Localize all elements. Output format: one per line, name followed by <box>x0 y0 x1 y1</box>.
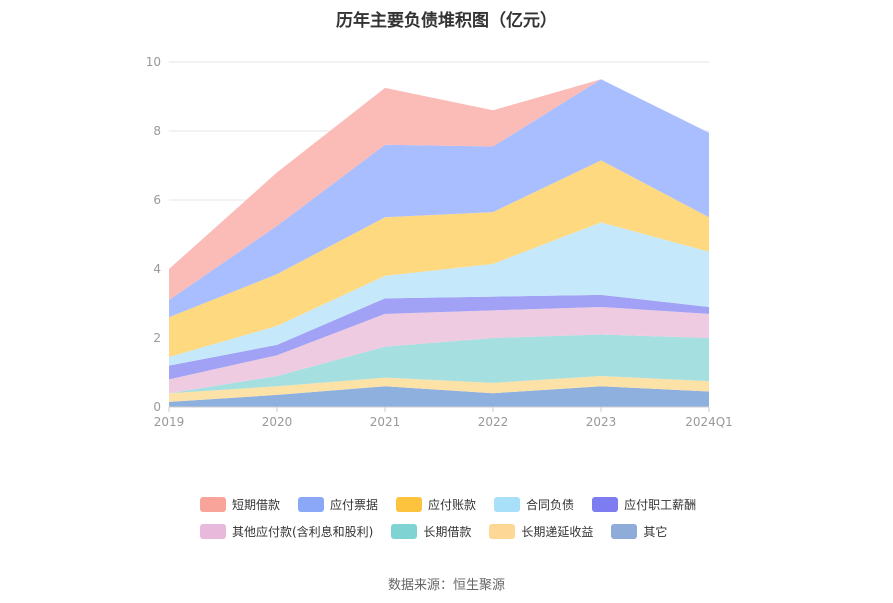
legend-item[interactable]: 短期借款 <box>200 496 280 513</box>
legend-swatch <box>298 497 325 512</box>
legend-swatch <box>396 497 423 512</box>
chart-title: 历年主要负债堆积图（亿元） <box>336 11 557 31</box>
x-tick-label: 2023 <box>586 415 617 429</box>
legend-swatch <box>592 497 619 512</box>
x-tick-label: 2022 <box>478 415 509 429</box>
x-tick-label: 2024Q1 <box>685 415 733 429</box>
x-tick-label: 2020 <box>262 415 293 429</box>
legend-label: 其它 <box>643 525 668 539</box>
area-series <box>169 79 709 318</box>
legend-label: 其他应付款(含利息和股利) <box>232 525 374 539</box>
area-series <box>169 386 709 407</box>
legend-label: 长期借款 <box>423 525 472 539</box>
y-tick-label: 0 <box>153 400 161 414</box>
legend-label: 应付票据 <box>330 498 379 512</box>
legend-item[interactable]: 长期递延收益 <box>489 523 593 540</box>
area-series <box>169 375 709 402</box>
legend-item[interactable]: 其它 <box>611 523 667 540</box>
legend-label: 应付账款 <box>428 498 477 512</box>
legend-swatch <box>489 524 516 539</box>
y-tick-label: 8 <box>153 124 161 138</box>
area-series <box>169 160 709 357</box>
legend-swatch <box>391 524 418 539</box>
legend-item[interactable]: 合同负债 <box>494 496 574 513</box>
legend-item[interactable]: 长期借款 <box>391 523 471 540</box>
legend-item[interactable]: 其他应付款(含利息和股利) <box>200 523 373 540</box>
x-tick-label: 2019 <box>154 415 185 429</box>
legend-label: 长期递延收益 <box>521 525 594 539</box>
y-tick-label: 2 <box>153 331 161 345</box>
legend: 短期借款 应付票据 应付账款 合同负债 应付职工薪酬其他应付款(含利息和股利) 长期借款 长… <box>200 496 700 540</box>
legend-swatch <box>200 524 226 539</box>
legend-label: 短期借款 <box>232 498 281 512</box>
y-tick-label: 4 <box>153 262 161 276</box>
area-series <box>169 294 709 380</box>
legend-item[interactable]: 应付职工薪酬 <box>592 496 696 513</box>
area-series <box>169 334 709 394</box>
legend-label: 应付职工薪酬 <box>624 498 697 512</box>
legend-swatch <box>494 497 521 512</box>
y-tick-label: 6 <box>153 193 161 207</box>
area-series <box>169 306 709 394</box>
legend-swatch <box>611 524 638 539</box>
source-note: 数据来源：恒生聚源 <box>387 578 505 593</box>
legend-item[interactable]: 应付账款 <box>396 496 476 513</box>
area-series <box>169 79 709 301</box>
legend-item[interactable]: 应付票据 <box>298 496 378 513</box>
legend-swatch <box>200 497 226 512</box>
legend-label: 合同负债 <box>526 498 575 512</box>
y-tick-label: 10 <box>146 55 161 69</box>
x-tick-label: 2021 <box>370 415 401 429</box>
area-series <box>169 222 709 366</box>
